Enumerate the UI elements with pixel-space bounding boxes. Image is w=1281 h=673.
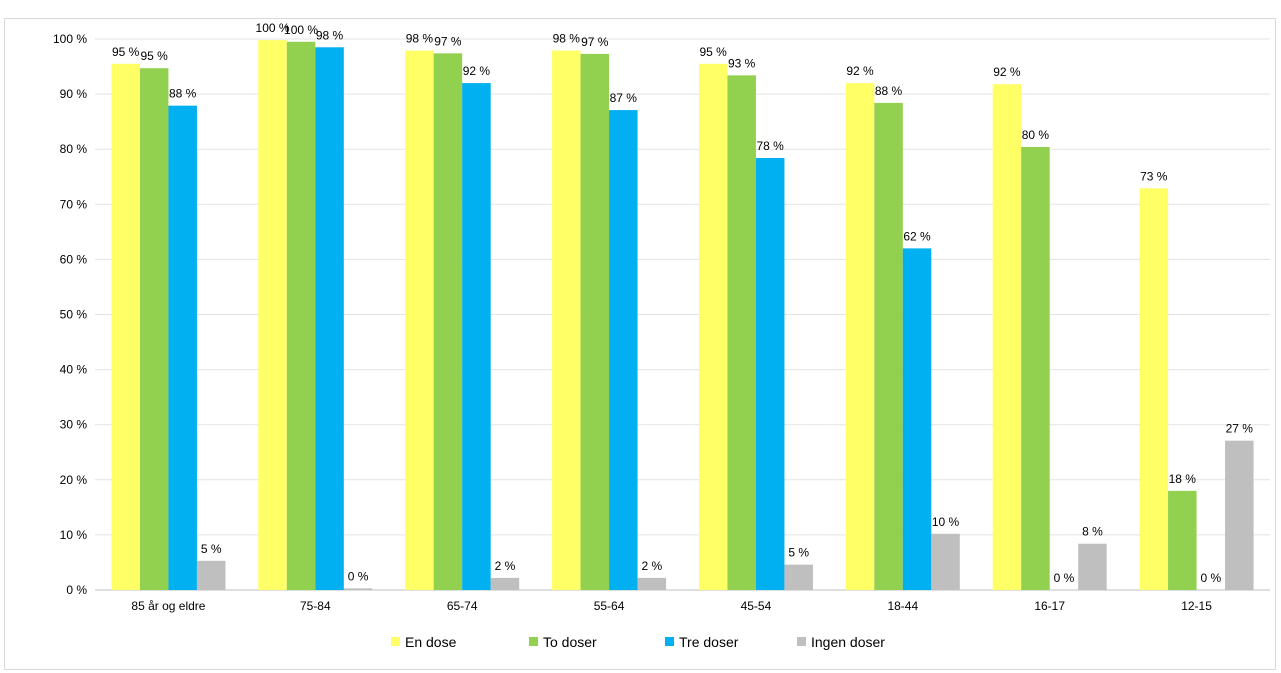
x-tick-label: 45-54 (741, 599, 772, 613)
legend-swatch (391, 637, 400, 646)
y-tick-label: 100 % (53, 32, 87, 46)
bar (637, 577, 667, 590)
bar (258, 40, 287, 591)
data-label: 98 % (553, 32, 581, 46)
bar (315, 47, 344, 590)
y-tick-label: 40 % (60, 363, 88, 377)
data-label: 0 % (348, 569, 369, 583)
bar (552, 50, 581, 591)
data-label: 18 % (1169, 472, 1197, 486)
legend-swatch (665, 637, 674, 646)
y-tick-label: 20 % (60, 473, 88, 487)
data-label: 98 % (316, 28, 344, 42)
data-label: 92 % (993, 65, 1021, 79)
y-tick-label: 0 % (66, 583, 87, 597)
data-label: 87 % (610, 91, 638, 105)
bar-chart: 0 % 10 % 20 % 30 % 40 % 50 % 60 % 70 % 80 % 90 % 1… (53, 21, 1270, 650)
x-tick-label: 18-44 (887, 599, 918, 613)
x-tick-label: 55-64 (594, 599, 625, 613)
data-label: 97 % (434, 34, 462, 48)
bar (609, 110, 638, 590)
bar (931, 533, 960, 590)
x-tick-label: 12-15 (1181, 599, 1212, 613)
bar (874, 102, 903, 590)
y-tick-label: 10 % (60, 528, 88, 542)
bar (1168, 490, 1197, 590)
bar (1021, 146, 1050, 590)
data-label: 27 % (1226, 422, 1254, 436)
bar (784, 564, 813, 590)
data-label: 88 % (875, 84, 903, 98)
y-tick-label: 70 % (60, 197, 88, 211)
data-label: 2 % (495, 559, 516, 573)
bar (462, 83, 491, 590)
y-tick-label: 60 % (60, 252, 88, 266)
data-label: 95 % (112, 45, 140, 59)
bar (755, 158, 785, 591)
data-label: 5 % (201, 542, 222, 556)
legend-swatch (529, 637, 538, 646)
data-label: 88 % (169, 87, 197, 101)
bar (139, 68, 169, 590)
data-label: 98 % (406, 32, 434, 46)
bar (111, 63, 140, 591)
data-label: 8 % (1082, 525, 1103, 539)
data-label: 78 % (757, 139, 785, 153)
bar (992, 84, 1022, 590)
data-label: 80 % (1022, 128, 1050, 142)
legend-label: Ingen doser (811, 634, 885, 650)
legend-swatch (797, 637, 806, 646)
y-tick-label: 30 % (60, 418, 88, 432)
data-label: 62 % (903, 229, 931, 243)
data-label: 73 % (1140, 169, 1168, 183)
bar (405, 50, 434, 591)
y-tick-label: 80 % (60, 142, 88, 156)
bar (580, 53, 610, 590)
bar (902, 248, 932, 590)
chart-frame: 0 % 10 % 20 % 30 % 40 % 50 % 60 % 70 % 80 % 90 % 1… (4, 18, 1276, 670)
legend-label: En dose (405, 634, 457, 650)
data-label: 92 % (846, 64, 874, 78)
legend-label: To doser (543, 634, 597, 650)
data-label: 0 % (1200, 571, 1221, 585)
bar (196, 560, 226, 590)
bar (1078, 543, 1107, 590)
y-tick-label: 90 % (60, 87, 88, 101)
x-tick-label: 75-84 (300, 599, 331, 613)
data-label: 95 % (141, 49, 169, 63)
data-label: 97 % (581, 35, 609, 49)
data-label: 2 % (641, 559, 662, 573)
x-tick-label: 16-17 (1034, 599, 1065, 613)
data-label: 5 % (788, 546, 809, 560)
y-tick-label: 50 % (60, 308, 88, 322)
data-label: 0 % (1054, 571, 1075, 585)
data-label: 93 % (728, 56, 756, 70)
x-tick-label: 65-74 (447, 599, 478, 613)
data-label: 100 % (284, 23, 318, 37)
x-tick-label: 85 år og eldre (131, 599, 205, 613)
data-label: 92 % (463, 64, 491, 78)
bar (727, 75, 756, 591)
data-label: 95 % (700, 45, 728, 59)
legend-label: Tre doser (679, 634, 739, 650)
bar (1139, 188, 1169, 591)
bar (286, 41, 316, 590)
bar (433, 53, 463, 591)
bar (490, 577, 520, 590)
data-label: 10 % (932, 515, 960, 529)
bar (343, 588, 373, 590)
bar (698, 63, 728, 591)
bar (168, 105, 197, 591)
data-label: 100 % (256, 21, 290, 35)
bar (845, 83, 875, 590)
bar (1225, 440, 1254, 590)
